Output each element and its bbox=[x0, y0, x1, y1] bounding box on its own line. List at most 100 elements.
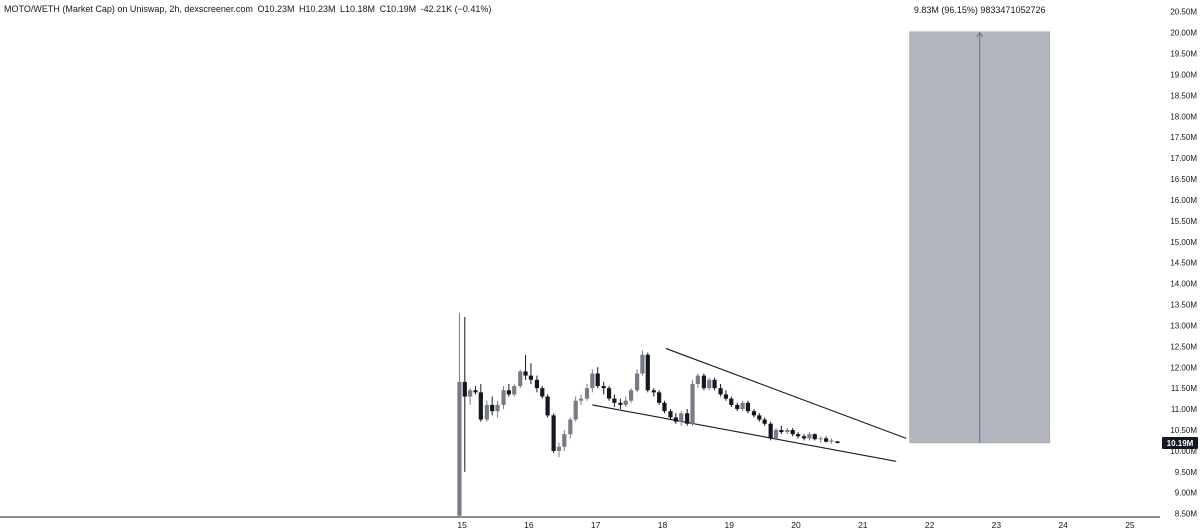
candle-body bbox=[628, 390, 634, 401]
candle-body bbox=[501, 390, 506, 405]
candle-body bbox=[807, 434, 812, 439]
candle-body bbox=[812, 434, 817, 440]
candle-body bbox=[612, 398, 617, 403]
trendlines[interactable] bbox=[592, 347, 907, 462]
y-tick-label: 10.50M bbox=[1170, 426, 1197, 435]
chart-header: MOTO/WETH (Market Cap) on Uniswap, 2h, d… bbox=[4, 4, 493, 14]
candle-body bbox=[662, 402, 667, 412]
candle-body bbox=[712, 379, 717, 389]
candle-body bbox=[473, 390, 478, 393]
candle-body bbox=[795, 434, 801, 437]
y-tick-label: 11.00M bbox=[1171, 405, 1197, 414]
x-tick-label: 20 bbox=[791, 520, 801, 530]
y-tick-label: 17.00M bbox=[1170, 154, 1197, 163]
candle-body bbox=[707, 379, 712, 389]
x-tick-label: 23 bbox=[992, 520, 1002, 530]
candle-body bbox=[623, 400, 628, 405]
candle-body bbox=[568, 419, 573, 435]
candle-body bbox=[695, 375, 700, 384]
candle-body bbox=[718, 388, 723, 395]
candle-body bbox=[634, 373, 640, 391]
candle-body bbox=[668, 411, 673, 418]
ohlc-open: O10.23M bbox=[257, 4, 295, 14]
candle-body bbox=[835, 441, 840, 443]
candle-body bbox=[528, 375, 534, 380]
x-tick-label: 25 bbox=[1125, 520, 1135, 530]
y-tick-label: 19.50M bbox=[1170, 50, 1197, 59]
last-price-tag-bg bbox=[1162, 436, 1198, 449]
candle-body bbox=[685, 413, 690, 424]
candle-body bbox=[595, 373, 600, 387]
x-tick-label: 16 bbox=[524, 520, 534, 530]
candle-body bbox=[495, 404, 500, 412]
candle-body bbox=[584, 388, 590, 399]
candle-body bbox=[490, 404, 495, 412]
x-tick-label: 24 bbox=[1058, 520, 1068, 530]
candle-body bbox=[545, 396, 550, 416]
x-tick-label: 18 bbox=[658, 520, 668, 530]
ohlc-close: C10.19M bbox=[379, 4, 417, 14]
y-tick-label: 15.50M bbox=[1170, 217, 1197, 226]
y-tick-label: 13.00M bbox=[1170, 321, 1197, 330]
y-tick-label: 12.00M bbox=[1170, 363, 1197, 372]
candle-body bbox=[785, 429, 790, 433]
candle-body bbox=[484, 404, 489, 420]
lower-trendline[interactable] bbox=[592, 404, 897, 462]
last-price-tag: 10.19M bbox=[1162, 436, 1198, 449]
candle-body bbox=[673, 417, 678, 422]
x-tick-label: 22 bbox=[925, 520, 935, 530]
y-tick-label: 9.50M bbox=[1175, 468, 1198, 477]
candle-body bbox=[512, 386, 517, 395]
candle-body bbox=[640, 354, 645, 374]
axes: 8.50M 9.00M 9.50M 10.00M 10.50M 11.00M 11.50M 1… bbox=[0, 8, 1197, 530]
candle-body bbox=[740, 402, 745, 410]
candle-body bbox=[679, 413, 684, 422]
candle-body bbox=[556, 446, 562, 451]
candle-body bbox=[829, 440, 834, 442]
ohlc-high: H10.23M bbox=[298, 4, 336, 14]
candle-body bbox=[690, 383, 695, 424]
y-tick-label: 16.50M bbox=[1170, 175, 1197, 184]
y-tick-label: 14.00M bbox=[1170, 280, 1197, 289]
y-tick-label: 19.00M bbox=[1170, 70, 1197, 79]
candle-body bbox=[751, 411, 757, 416]
candle-body bbox=[573, 400, 578, 420]
candle-body bbox=[551, 415, 556, 451]
candle-body bbox=[618, 402, 623, 405]
candle-body bbox=[462, 381, 467, 397]
candle-body bbox=[723, 394, 729, 399]
y-tick-label: 8.50M bbox=[1175, 510, 1198, 519]
y-tick-label: 18.00M bbox=[1170, 112, 1197, 121]
candle-body bbox=[457, 381, 462, 516]
x-tick-label: 15 bbox=[457, 520, 467, 530]
y-tick-label: 20.00M bbox=[1170, 29, 1197, 38]
measure-tool[interactable] bbox=[909, 31, 1051, 444]
candle-body bbox=[701, 375, 706, 389]
y-tick-label: 20.50M bbox=[1170, 8, 1197, 17]
candle-body bbox=[823, 438, 829, 442]
last-price-label: 10.19M bbox=[1167, 439, 1194, 448]
candle-body bbox=[818, 438, 823, 440]
candle-body bbox=[773, 429, 779, 439]
upper-trendline[interactable] bbox=[665, 347, 907, 439]
candle-body bbox=[790, 429, 795, 435]
y-tick-label: 12.50M bbox=[1170, 342, 1197, 351]
y-tick-label: 15.00M bbox=[1170, 238, 1197, 247]
candle-body bbox=[523, 371, 528, 376]
candle-body bbox=[801, 436, 807, 439]
candles bbox=[457, 312, 840, 516]
candle-body bbox=[645, 354, 650, 391]
candle-body bbox=[729, 398, 734, 405]
candle-body bbox=[779, 429, 784, 433]
y-tick-label: 13.50M bbox=[1170, 301, 1197, 310]
candle-body bbox=[518, 371, 523, 387]
ohlc-low: L10.18M bbox=[340, 4, 376, 14]
candle-body bbox=[768, 423, 773, 439]
y-tick-label: 14.50M bbox=[1170, 259, 1197, 268]
candle-body bbox=[657, 392, 662, 403]
candle-body bbox=[601, 386, 606, 389]
candle-body bbox=[478, 392, 483, 420]
x-tick-label: 21 bbox=[858, 520, 868, 530]
candle-body bbox=[745, 402, 751, 412]
